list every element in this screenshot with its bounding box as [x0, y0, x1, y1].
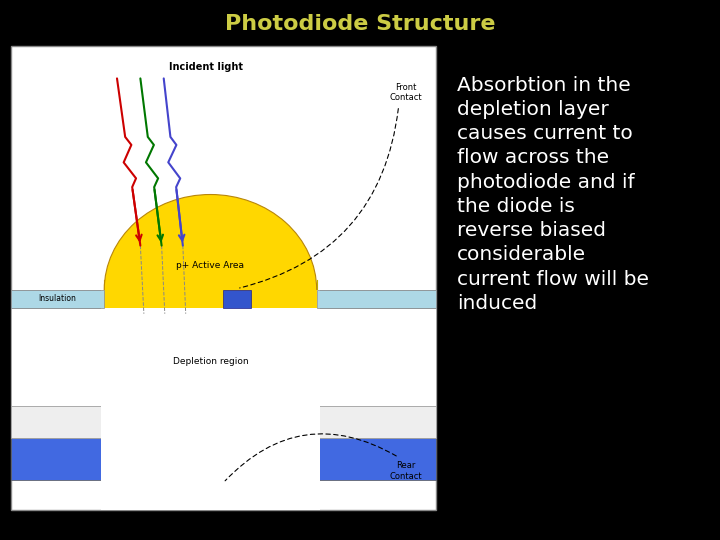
Bar	[101, 289, 320, 510]
Text: Back Metalization: Back Metalization	[178, 455, 269, 464]
Text: Incident light: Incident light	[169, 62, 243, 72]
Bar	[11, 406, 436, 438]
Bar	[317, 289, 436, 308]
Bar	[223, 289, 251, 308]
Text: Photodiode Structure: Photodiode Structure	[225, 14, 495, 35]
Bar	[11, 46, 436, 510]
Text: p+ Active Area: p+ Active Area	[176, 261, 245, 271]
Bar	[11, 308, 436, 406]
Text: Depletion region: Depletion region	[173, 357, 248, 366]
Ellipse shape	[104, 194, 317, 385]
Bar	[104, 169, 317, 308]
Bar	[11, 289, 104, 308]
Bar	[317, 289, 436, 308]
Text: Front
Contact: Front Contact	[390, 83, 422, 102]
Bar	[11, 438, 436, 480]
Ellipse shape	[104, 206, 317, 410]
Bar	[104, 289, 317, 308]
Bar	[104, 308, 317, 309]
Bar	[11, 289, 104, 308]
Text: n- region: n- region	[203, 353, 243, 362]
Text: Insulation: Insulation	[39, 294, 76, 303]
Text: Rear
Contact: Rear Contact	[390, 461, 422, 481]
Text: n+ Back Diffusion: n+ Back Diffusion	[183, 417, 264, 427]
Text: Absorbtion in the
depletion layer
causes current to
flow across the
photodiode a: Absorbtion in the depletion layer causes…	[457, 76, 649, 313]
Text: Insulation: Insulation	[39, 294, 76, 303]
